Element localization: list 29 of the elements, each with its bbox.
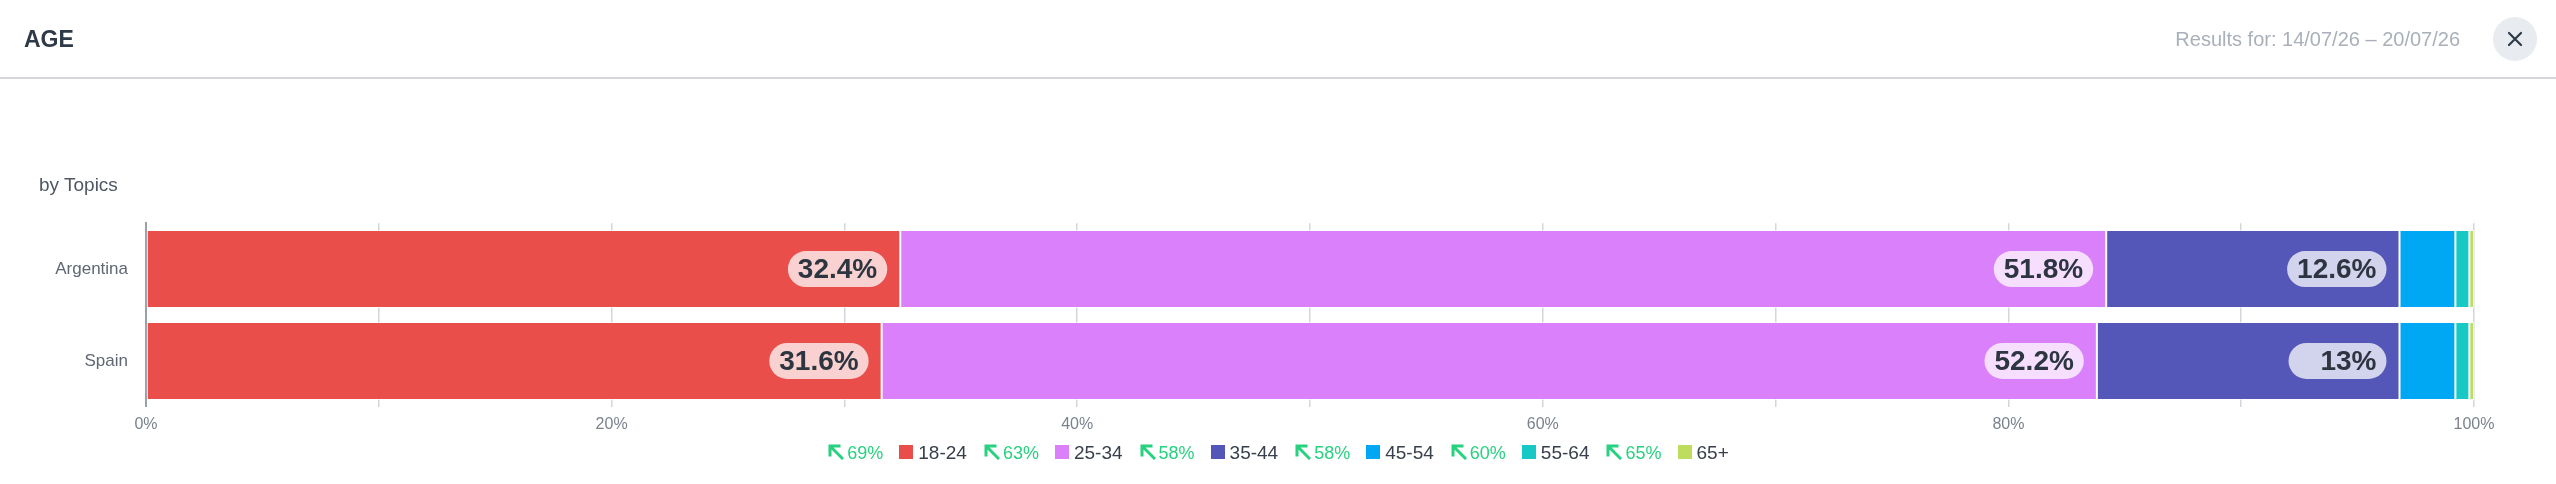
data-label: 52.2% [1994, 344, 2074, 376]
x-tick-label: 0% [134, 414, 158, 432]
text: 58% [1158, 442, 1195, 463]
legend-label: 65+ [1696, 441, 1729, 463]
legend-label: 25-34 [1073, 441, 1123, 463]
y-axis-title: by Topics [39, 173, 118, 197]
legend-label: 55-64 [1540, 441, 1590, 463]
text: 65% [1625, 442, 1662, 463]
data-label: 31.6% [779, 344, 859, 376]
legend-label: 18-24 [918, 441, 967, 463]
x-tick-label: 100% [2453, 414, 2495, 432]
legend-label: 35-44 [1229, 441, 1279, 463]
data-label: 12.6% [2297, 252, 2377, 284]
x-tick-label: 20% [595, 414, 628, 432]
chart-subtitle: Results for: 14/07/26 – 20/07/26 [2175, 27, 2460, 51]
data-label: 13% [2320, 344, 2377, 376]
chart-title: AGE [24, 26, 74, 52]
text: 69% [847, 442, 884, 463]
y-tick-label: Spain [84, 350, 128, 370]
x-tick-label: 80% [1992, 414, 2025, 432]
text: 63% [1002, 442, 1039, 463]
data-label: 32.4% [797, 252, 878, 284]
text: 60% [1469, 442, 1506, 463]
x-tick-label: 40% [1061, 414, 1094, 432]
text: 58% [1314, 442, 1351, 463]
legend-label: 45-54 [1385, 441, 1434, 463]
x-tick-label: 60% [1526, 414, 1559, 432]
data-label: 51.8% [2003, 252, 2084, 284]
y-tick-label: Argentina [55, 258, 129, 278]
